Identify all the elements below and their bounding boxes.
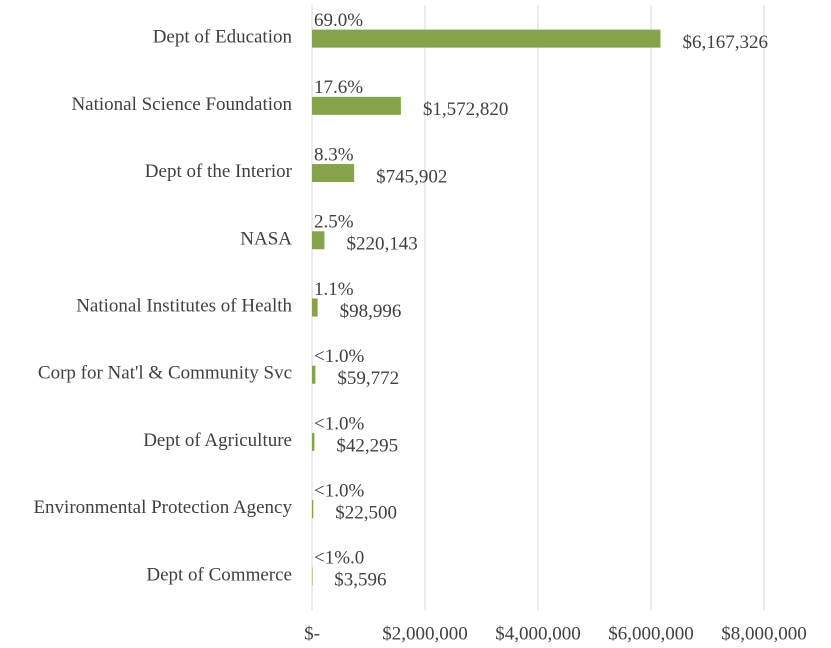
y-tick-label: Dept of Education	[153, 27, 293, 48]
value-label: $42,295	[336, 435, 398, 456]
percent-label: 8.3%	[314, 144, 354, 165]
bar	[312, 96, 401, 115]
percent-label: 69.0%	[314, 10, 363, 31]
x-tick-label: $2,000,000	[382, 623, 468, 644]
value-label: $745,902	[376, 166, 447, 187]
bar	[312, 500, 314, 519]
bar	[312, 29, 661, 48]
x-tick-label: $6,000,000	[608, 623, 694, 644]
y-tick-label: Dept of the Interior	[145, 161, 293, 182]
percent-label: 17.6%	[314, 77, 363, 98]
bar	[312, 164, 355, 183]
percent-label: <1%.0	[314, 548, 364, 569]
percent-label: <1.0%	[314, 481, 364, 502]
x-tick-label: $8,000,000	[721, 623, 807, 644]
bar	[312, 298, 318, 317]
y-tick-label: National Science Foundation	[71, 94, 292, 115]
x-tick-label: $-	[304, 623, 320, 644]
y-tick-label: Corp for Nat'l & Community Svc	[38, 363, 292, 384]
y-tick-label: Environmental Protection Agency	[33, 498, 292, 519]
value-label: $1,572,820	[423, 99, 509, 120]
bar	[312, 567, 313, 586]
x-tick-label: $4,000,000	[495, 623, 581, 644]
bar	[312, 231, 325, 250]
bar	[312, 365, 316, 384]
bar	[312, 432, 315, 451]
value-label: $22,500	[335, 503, 397, 524]
y-tick-label: Dept of Agriculture	[143, 430, 292, 451]
y-tick-label: National Institutes of Health	[76, 296, 292, 317]
value-label: $220,143	[346, 234, 417, 255]
y-tick-label: NASA	[240, 229, 292, 250]
value-label: $3,596	[334, 570, 386, 591]
percent-label: 2.5%	[314, 212, 354, 233]
value-label: $6,167,326	[682, 32, 768, 53]
value-label: $59,772	[337, 368, 399, 389]
value-label: $98,996	[340, 301, 402, 322]
percent-label: 1.1%	[314, 279, 354, 300]
percent-label: <1.0%	[314, 346, 364, 367]
percent-label: <1.0%	[314, 413, 364, 434]
y-tick-label: Dept of Commerce	[146, 565, 292, 586]
